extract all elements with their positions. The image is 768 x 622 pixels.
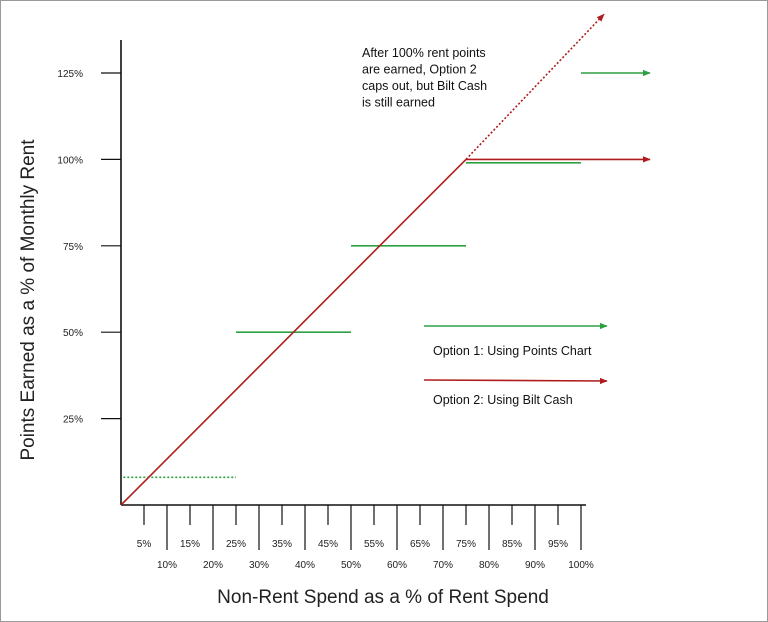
- x-axis-ticks: 5% 10%15%20%25%30%35%40%45%50%55%60%65%70…: [137, 505, 594, 571]
- x-tick-label: 20%: [203, 560, 223, 571]
- annotation-line: are earned, Option 2: [362, 63, 477, 77]
- annotation-line: After 100% rent points: [362, 46, 486, 60]
- x-tick-label: 80%: [479, 560, 499, 571]
- x-tick-label: 15%: [180, 539, 200, 550]
- x-tick-label: 85%: [502, 539, 522, 550]
- x-tick-label: 55%: [364, 539, 384, 550]
- legend: Option 1: Using Points Chart Option 2: Us…: [423, 322, 608, 407]
- x-tick-label: 10%: [157, 560, 177, 571]
- axes: [120, 40, 586, 506]
- annotation-line: caps out, but Bilt Cash: [362, 79, 487, 93]
- x-tick-label: 30%: [249, 560, 269, 571]
- y-axis-ticks: 25% 50% 75% 100% 125%: [57, 69, 121, 426]
- x-tick-label: 90%: [525, 560, 545, 571]
- x-tick-label: 45%: [318, 539, 338, 550]
- y-tick-label: 25%: [63, 415, 83, 426]
- x-tick-label: 95%: [548, 539, 568, 550]
- y-tick-label: 50%: [63, 328, 83, 339]
- x-tick-label: 5%: [137, 539, 152, 550]
- x-tick-label: 65%: [410, 539, 430, 550]
- y-tick-label: 100%: [57, 155, 83, 166]
- x-tick-label: 70%: [433, 560, 453, 571]
- y-tick-label: 125%: [57, 69, 83, 80]
- y-axis-title: Points Earned as a % of Monthly Rent: [18, 139, 39, 461]
- x-tick-label: 40%: [295, 560, 315, 571]
- option2-line: [120, 158, 467, 506]
- x-tick-label: 50%: [341, 560, 361, 571]
- x-tick-label: 25%: [226, 539, 246, 550]
- x-axis-title: Non-Rent Spend as a % of Rent Spend: [217, 587, 549, 608]
- series-layer: [120, 13, 651, 506]
- legend-label-option2: Option 2: Using Bilt Cash: [433, 393, 573, 407]
- x-tick-label: 75%: [456, 539, 476, 550]
- cap-annotation: After 100% rent points are earned, Option…: [362, 46, 487, 110]
- x-tick-label: 35%: [272, 539, 292, 550]
- legend-line-option2: [423, 377, 608, 385]
- y-tick-label: 75%: [63, 242, 83, 253]
- x-tick-label: 60%: [387, 560, 407, 571]
- legend-label-option1: Option 1: Using Points Chart: [433, 344, 592, 358]
- option2-extension: [465, 13, 605, 160]
- annotation-line: is still earned: [362, 96, 435, 110]
- x-tick-label: 100%: [568, 560, 594, 571]
